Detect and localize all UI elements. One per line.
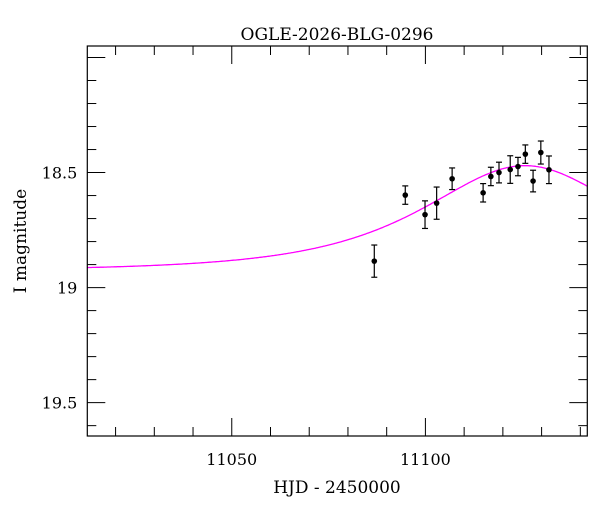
data-marker [449,175,455,182]
x-tick-label: 11100 [400,450,451,469]
data-marker [496,169,502,176]
data-point [545,155,552,185]
data-point [514,156,521,177]
plot-area [87,140,588,278]
data-marker [530,178,536,184]
data-point [371,244,378,278]
data-marker [546,166,552,173]
data-marker [515,163,521,170]
data-point [480,182,487,203]
x-axis-label: HJD - 2450000 [273,478,401,498]
y-axis-label: I magnitude [11,189,31,293]
data-marker [422,211,428,218]
model-curve [87,165,588,269]
data-marker [480,189,486,196]
data-point [422,200,429,230]
tick-labels: 11050 11100 18.5 19 19.5 [42,164,451,469]
y-tick-label: 19.5 [42,394,78,413]
y-tick-label: 18.5 [42,164,78,183]
data-marker [402,192,409,198]
chart-title: OGLE-2026-BLG-0296 [241,25,434,45]
data-point [402,185,409,205]
data-marker [507,166,514,173]
data-point [487,166,494,187]
data-point [433,186,440,220]
data-point [537,140,544,165]
data-marker [488,173,494,180]
plot-frame [86,45,588,437]
data-marker [371,258,378,264]
data-marker [433,200,440,206]
data-point [507,155,514,184]
data-point [530,169,537,193]
data-marker [538,149,544,156]
data-marker [522,151,529,157]
axis-ticks [87,46,588,436]
x-tick-label: 11050 [206,450,257,469]
data-point [495,161,502,184]
y-tick-label: 19 [57,279,77,298]
data-point [522,144,529,164]
data-point [449,167,456,191]
